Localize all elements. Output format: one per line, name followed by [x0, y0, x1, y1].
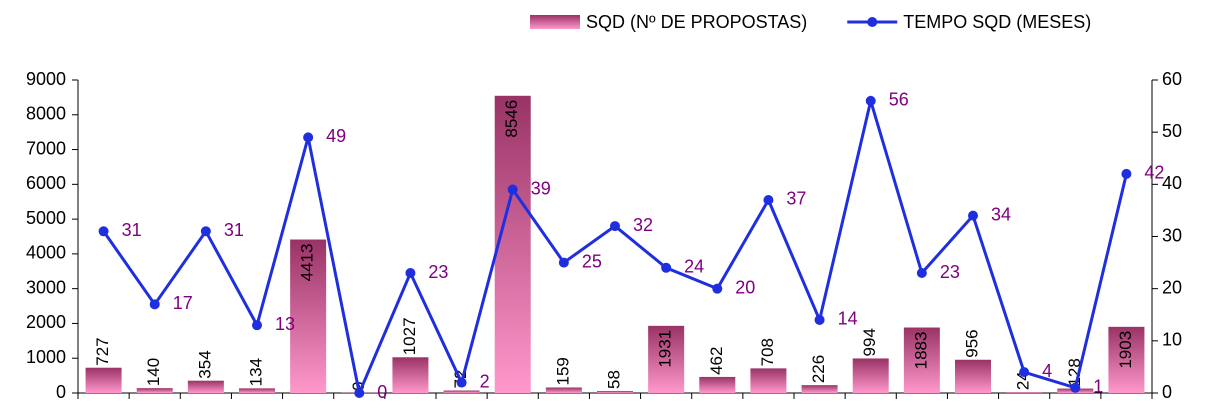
line-value-label: 31 — [122, 220, 142, 240]
bar — [802, 385, 838, 393]
bar-value-label: 140 — [144, 358, 163, 386]
y2-tick-label: 0 — [1162, 382, 1172, 402]
line-marker — [457, 378, 467, 388]
line-value-label: 37 — [786, 189, 806, 209]
line-value-label: 1 — [1093, 377, 1103, 397]
bar-value-label: 159 — [553, 357, 572, 385]
line-marker — [917, 268, 927, 278]
line-marker — [303, 132, 313, 142]
bar — [444, 390, 480, 393]
line-marker — [508, 185, 518, 195]
bar-value-label: 1931 — [656, 330, 675, 368]
legend-marker — [867, 17, 877, 27]
line-marker — [354, 388, 364, 398]
line-value-label: 17 — [173, 293, 193, 313]
line-marker — [405, 268, 415, 278]
line-value-label: 14 — [838, 309, 858, 329]
line-marker — [866, 96, 876, 106]
y-tick-label: 3000 — [26, 277, 66, 297]
bar — [750, 368, 786, 393]
y2-tick-label: 30 — [1162, 225, 1182, 245]
line-marker — [1019, 367, 1029, 377]
line-marker — [150, 299, 160, 309]
bar-value-label: 708 — [758, 338, 777, 366]
line-value-label: 23 — [940, 262, 960, 282]
bar-value-label: 134 — [246, 358, 265, 386]
y-tick-label: 9000 — [26, 69, 66, 89]
line-marker — [559, 258, 569, 268]
line-marker — [661, 263, 671, 273]
line-value-label: 24 — [684, 257, 704, 277]
y-tick-label: 7000 — [26, 138, 66, 158]
line-value-label: 0 — [377, 382, 387, 402]
y2-tick-label: 60 — [1162, 69, 1182, 89]
legend-label: TEMPO SQD (MESES) — [903, 12, 1091, 32]
line-value-label: 49 — [326, 126, 346, 146]
bar — [137, 388, 173, 393]
line-value-label: 23 — [428, 262, 448, 282]
y-tick-label: 6000 — [26, 173, 66, 193]
line-marker — [1070, 383, 1080, 393]
y-tick-label: 2000 — [26, 312, 66, 332]
bar-value-label: 1883 — [911, 332, 930, 370]
legend-label: SQD (Nº DE PROPOSTAS) — [586, 12, 807, 32]
line-marker — [815, 315, 825, 325]
line-value-label: 20 — [735, 277, 755, 297]
line-value-label: 4 — [1042, 361, 1052, 381]
line-value-label: 2 — [480, 371, 490, 391]
y-tick-label: 1000 — [26, 347, 66, 367]
y2-tick-label: 50 — [1162, 121, 1182, 141]
bar — [1006, 392, 1042, 393]
bar-value-label: 1903 — [1116, 331, 1135, 369]
y-tick-label: 0 — [56, 382, 66, 402]
bar — [188, 381, 224, 393]
bar-value-label: 8546 — [502, 100, 521, 138]
y2-tick-label: 10 — [1162, 330, 1182, 350]
bar-value-label: 354 — [195, 350, 214, 378]
line-marker — [712, 284, 722, 294]
bar-value-label: 727 — [93, 337, 112, 365]
line-value-label: 39 — [531, 178, 551, 198]
bar — [239, 388, 275, 393]
line-value-label: 25 — [582, 251, 602, 271]
bar-value-label: 462 — [707, 347, 726, 375]
bar-value-label: 1027 — [400, 317, 419, 355]
bar — [853, 358, 889, 393]
bar-value-label: 994 — [860, 328, 879, 356]
bar — [597, 391, 633, 393]
bar-value-label: 226 — [809, 355, 828, 383]
bar-value-label: 956 — [962, 329, 981, 357]
line-value-label: 31 — [224, 220, 244, 240]
line-marker — [610, 221, 620, 231]
bar — [955, 360, 991, 393]
line-marker — [201, 226, 211, 236]
line-marker — [1121, 169, 1131, 179]
bar — [546, 387, 582, 393]
y-tick-label: 8000 — [26, 104, 66, 124]
legend-swatch — [530, 15, 580, 29]
line-marker — [99, 226, 109, 236]
line-marker — [968, 211, 978, 221]
bar-value-label: 4413 — [298, 244, 317, 282]
bar — [699, 377, 735, 393]
bar — [392, 357, 428, 393]
bar-value-label: 58 — [604, 370, 623, 389]
y-tick-label: 4000 — [26, 243, 66, 263]
bar — [495, 96, 531, 393]
line-value-label: 56 — [889, 90, 909, 110]
line-marker — [763, 195, 773, 205]
y2-tick-label: 40 — [1162, 173, 1182, 193]
y2-tick-label: 20 — [1162, 277, 1182, 297]
y-tick-label: 5000 — [26, 208, 66, 228]
line-value-label: 34 — [991, 204, 1011, 224]
line-value-label: 32 — [633, 215, 653, 235]
bar — [86, 368, 122, 393]
line-marker — [252, 320, 262, 330]
line-value-label: 42 — [1144, 163, 1164, 183]
line-value-label: 13 — [275, 314, 295, 334]
